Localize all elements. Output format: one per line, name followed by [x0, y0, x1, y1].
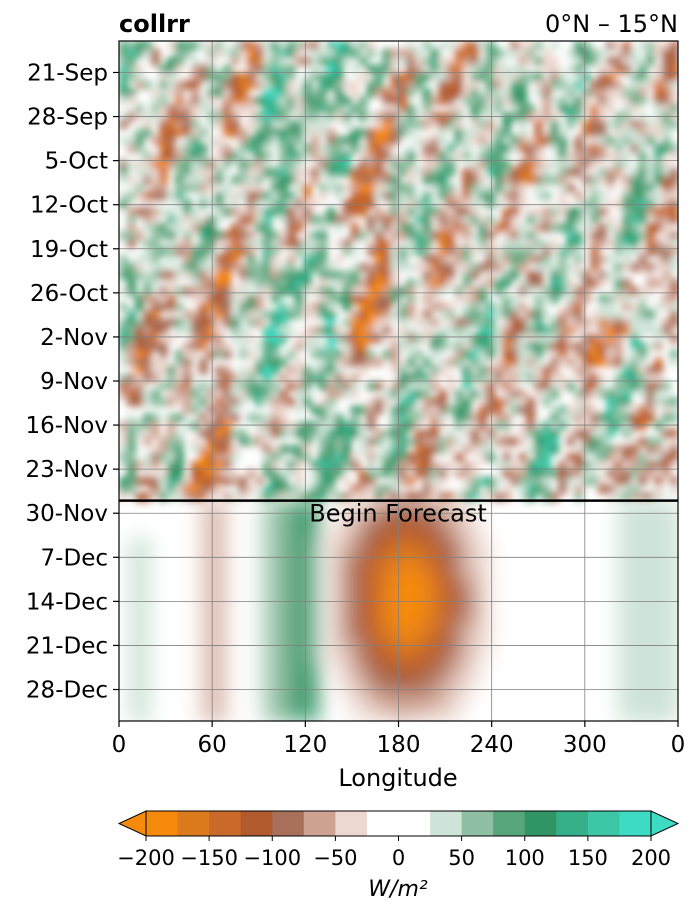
x-tick-label: 180 — [377, 732, 421, 758]
x-axis-label: Longitude — [338, 764, 457, 792]
y-tick-label: 23-Nov — [26, 457, 108, 483]
colorbar-segment — [177, 811, 210, 836]
chart-title-right: 0°N – 15°N — [545, 10, 678, 38]
y-tick-label: 26-Oct — [30, 281, 108, 307]
y-tick-label: 2-Nov — [40, 325, 108, 351]
y-tick-label: 21-Dec — [26, 633, 108, 659]
colorbar-segment — [430, 811, 463, 836]
y-tick-label: 12-Oct — [30, 193, 108, 219]
colorbar-tick-label: −100 — [243, 846, 301, 870]
x-tick-label: 120 — [283, 732, 327, 758]
x-tick-label: 300 — [563, 732, 607, 758]
x-tick-label: 0 — [112, 732, 127, 758]
colorbar-tick-label: 200 — [631, 846, 671, 870]
y-tick-label: 21-Sep — [27, 60, 108, 86]
colorbar-tick-label: 100 — [505, 846, 545, 870]
grid-lines — [119, 41, 678, 721]
chart-title-left: collrr — [119, 10, 190, 38]
colorbar-segment — [461, 811, 494, 836]
y-tick-label: 16-Nov — [26, 413, 108, 439]
y-tick-label: 7-Dec — [41, 545, 108, 571]
colorbar-label-text: W/m² — [368, 877, 428, 902]
y-tick-label: 9-Nov — [40, 369, 108, 395]
x-tick-label: 240 — [470, 732, 514, 758]
colorbar-segment — [240, 811, 273, 836]
colorbar-segment — [556, 811, 589, 836]
colorbar-segment — [587, 811, 620, 836]
colorbar-tick-label: 150 — [568, 846, 608, 870]
colorbar-tick-label: −50 — [313, 846, 357, 870]
x-axis: 0 60 120 180 240 300 0 — [112, 721, 686, 758]
colorbar-segment — [209, 811, 242, 836]
colorbar-segment — [303, 811, 336, 836]
y-tick-label: 28-Dec — [26, 678, 108, 704]
colorbar-segment — [366, 811, 431, 836]
colorbar-segment — [272, 811, 305, 836]
colorbar-label: W/m² — [368, 877, 428, 902]
colorbar-tick-label: −150 — [180, 846, 238, 870]
y-axis: 21-Sep 28-Sep 5-Oct 12-Oct 19-Oct 26-Oct 2-Nov… — [26, 60, 119, 704]
plot-area — [119, 41, 678, 721]
colorbar-tick-label: 0 — [392, 846, 405, 870]
y-tick-label: 5-Oct — [45, 149, 108, 175]
observed-field — [119, 41, 678, 502]
begin-forecast-annotation: Begin Forecast — [309, 500, 487, 528]
y-tick-label: 19-Oct — [30, 237, 108, 263]
y-tick-label: 28-Sep — [27, 105, 108, 131]
forecast-field — [129, 500, 678, 721]
colorbar-segment — [619, 811, 652, 836]
colorbar-tick-label: −200 — [117, 846, 175, 870]
colorbar: −200 −150 −100 −50 0 50 100 150 200 — [117, 810, 680, 870]
y-tick-label: 30-Nov — [26, 501, 108, 527]
colorbar-segment — [335, 811, 368, 836]
x-tick-label: 0 — [671, 732, 686, 758]
colorbar-segment — [493, 811, 526, 836]
colorbar-extend-high — [650, 810, 680, 837]
colorbar-segment — [524, 811, 557, 836]
colorbar-tick-label: 50 — [448, 846, 475, 870]
colorbar-segment — [146, 811, 178, 836]
x-tick-label: 60 — [198, 732, 227, 758]
y-tick-label: 14-Dec — [26, 589, 108, 615]
colorbar-extend-low — [117, 810, 147, 837]
